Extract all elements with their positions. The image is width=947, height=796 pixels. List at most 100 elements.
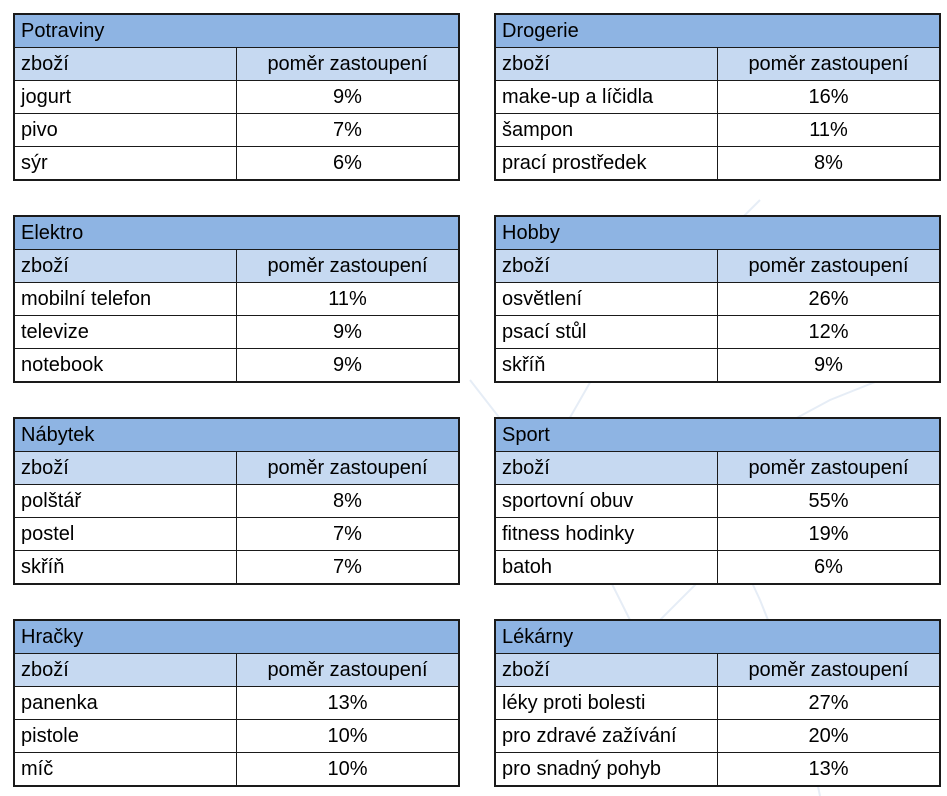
category-title: Potraviny (14, 14, 459, 48)
share-cell: 26% (717, 282, 940, 316)
column-header-item: zboží (495, 653, 718, 687)
table-row: léky proti bolesti 27% (495, 686, 940, 720)
column-header-item: zboží (14, 249, 237, 283)
share-cell: 9% (236, 315, 459, 349)
item-name-cell: mobilní telefon (14, 282, 237, 316)
item-name-cell: batoh (495, 550, 718, 584)
category-row: Hračky (14, 620, 459, 654)
category-title: Sport (495, 418, 940, 452)
share-cell: 7% (236, 550, 459, 584)
column-header-row: zboží poměr zastoupení (14, 653, 459, 687)
column-header-item: zboží (14, 451, 237, 485)
table-row: pro zdravé zažívání 20% (495, 719, 940, 753)
share-cell: 11% (717, 113, 940, 147)
share-cell: 27% (717, 686, 940, 720)
column-header-item: zboží (495, 451, 718, 485)
column-header-share: poměr zastoupení (717, 47, 940, 81)
category-row: Potraviny (14, 14, 459, 48)
column-header-row: zboží poměr zastoupení (495, 653, 940, 687)
column-header-share: poměr zastoupení (717, 653, 940, 687)
category-row: Hobby (495, 216, 940, 250)
share-cell: 55% (717, 484, 940, 518)
item-name-cell: pivo (14, 113, 237, 147)
column-header-row: zboží poměr zastoupení (495, 451, 940, 485)
item-name-cell: notebook (14, 348, 237, 382)
item-name-cell: pistole (14, 719, 237, 753)
table-row: pistole 10% (14, 719, 459, 753)
table-row: polštář 8% (14, 484, 459, 518)
column-header-item: zboží (14, 653, 237, 687)
column-header-item: zboží (495, 249, 718, 283)
item-name-cell: sportovní obuv (495, 484, 718, 518)
category-table: Hobby zboží poměr zastoupení osvětlení 26% ps… (494, 215, 941, 383)
category-title: Hobby (495, 216, 940, 250)
category-row: Sport (495, 418, 940, 452)
share-cell: 8% (236, 484, 459, 518)
table-row: fitness hodinky 19% (495, 517, 940, 551)
category-table: Sport zboží poměr zastoupení sportovní obuv… (494, 417, 941, 585)
share-cell: 20% (717, 719, 940, 753)
column-header-share: poměr zastoupení (717, 249, 940, 283)
table-row: mobilní telefon 11% (14, 282, 459, 316)
share-cell: 13% (236, 686, 459, 720)
table-row: míč 10% (14, 752, 459, 786)
category-row: Drogerie (495, 14, 940, 48)
item-name-cell: skříň (495, 348, 718, 382)
share-cell: 10% (236, 719, 459, 753)
category-table: Drogerie zboží poměr zastoupení make-up a l… (494, 13, 941, 181)
category-row: Elektro (14, 216, 459, 250)
table-row: pro snadný pohyb 13% (495, 752, 940, 786)
item-name-cell: sýr (14, 146, 237, 180)
share-cell: 9% (717, 348, 940, 382)
column-header-row: zboží poměr zastoupení (495, 249, 940, 283)
item-name-cell: prací prostředek (495, 146, 718, 180)
table-row: panenka 13% (14, 686, 459, 720)
column-header-row: zboží poměr zastoupení (14, 451, 459, 485)
share-cell: 7% (236, 113, 459, 147)
table-row: pivo 7% (14, 113, 459, 147)
item-name-cell: psací stůl (495, 315, 718, 349)
table-row: skříň 7% (14, 550, 459, 584)
category-table: Hračky zboží poměr zastoupení panenka 13% pis… (13, 619, 460, 787)
item-name-cell: léky proti bolesti (495, 686, 718, 720)
share-cell: 11% (236, 282, 459, 316)
table-row: sýr 6% (14, 146, 459, 180)
table-row: batoh 6% (495, 550, 940, 584)
category-title: Drogerie (495, 14, 940, 48)
column-header-share: poměr zastoupení (236, 653, 459, 687)
category-row: Nábytek (14, 418, 459, 452)
share-cell: 16% (717, 80, 940, 114)
category-table: Elektro zboží poměr zastoupení mobilní tele… (13, 215, 460, 383)
share-cell: 7% (236, 517, 459, 551)
share-cell: 12% (717, 315, 940, 349)
column-header-share: poměr zastoupení (236, 451, 459, 485)
category-title: Nábytek (14, 418, 459, 452)
share-cell: 9% (236, 80, 459, 114)
column-header-item: zboží (14, 47, 237, 81)
item-name-cell: pro snadný pohyb (495, 752, 718, 786)
column-header-row: zboží poměr zastoupení (14, 47, 459, 81)
table-row: skříň 9% (495, 348, 940, 382)
table-row: osvětlení 26% (495, 282, 940, 316)
table-row: prací prostředek 8% (495, 146, 940, 180)
column-header-share: poměr zastoupení (236, 47, 459, 81)
item-name-cell: šampon (495, 113, 718, 147)
item-name-cell: osvětlení (495, 282, 718, 316)
share-cell: 10% (236, 752, 459, 786)
category-table: Potraviny zboží poměr zastoupení jogurt 9% pi… (13, 13, 460, 181)
table-row: šampon 11% (495, 113, 940, 147)
column-header-item: zboží (495, 47, 718, 81)
table-row: postel 7% (14, 517, 459, 551)
table-row: notebook 9% (14, 348, 459, 382)
category-table: Lékárny zboží poměr zastoupení léky proti b… (494, 619, 941, 787)
share-cell: 6% (717, 550, 940, 584)
item-name-cell: míč (14, 752, 237, 786)
item-name-cell: jogurt (14, 80, 237, 114)
table-row: sportovní obuv 55% (495, 484, 940, 518)
category-row: Lékárny (495, 620, 940, 654)
item-name-cell: televize (14, 315, 237, 349)
column-header-row: zboží poměr zastoupení (14, 249, 459, 283)
category-title: Lékárny (495, 620, 940, 654)
category-title: Hračky (14, 620, 459, 654)
column-header-share: poměr zastoupení (236, 249, 459, 283)
